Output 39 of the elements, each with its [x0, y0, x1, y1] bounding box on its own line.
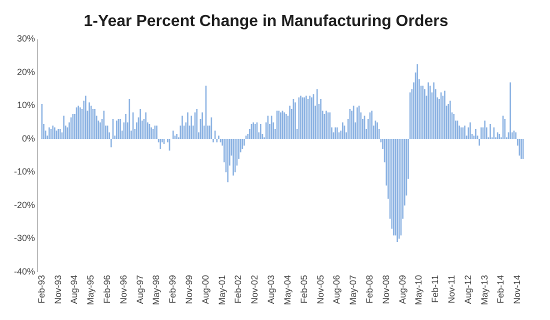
- x-tick-label: Nov-02: [250, 274, 260, 304]
- x-tick-label: Feb-96: [102, 274, 112, 304]
- y-tick-label: -20%: [14, 200, 36, 210]
- x-tick-label: May-04: [282, 274, 292, 306]
- x-tick-label: Aug-97: [134, 274, 145, 304]
- x-tick-label: Feb-11: [430, 274, 440, 303]
- y-tick-label: -40%: [14, 266, 36, 276]
- y-tick-label: 20%: [16, 66, 36, 77]
- x-tick-label: Nov-05: [315, 274, 326, 304]
- x-tick-label: Feb-99: [168, 274, 178, 304]
- y-tick-label: 10%: [16, 100, 36, 110]
- x-tick-label: Nov-96: [118, 274, 128, 304]
- x-tick-label: Feb-05: [298, 274, 309, 304]
- x-tick-label: Feb-14: [496, 274, 506, 304]
- x-tick-label: Nov-14: [512, 274, 522, 304]
- x-tick-label: Aug-94: [69, 274, 80, 304]
- y-tick-label: -30%: [14, 233, 36, 244]
- x-tick-label: Aug-00: [200, 274, 210, 304]
- y-tick-label: 0%: [22, 133, 36, 144]
- x-tick-label: May-01: [216, 274, 227, 306]
- x-tick-label: Aug-12: [462, 274, 473, 304]
- x-tick-label: Aug-09: [397, 274, 408, 304]
- y-tick-label: -10%: [14, 166, 36, 177]
- x-tick-label: May-10: [414, 274, 424, 306]
- x-tick-label: Nov-99: [184, 274, 194, 304]
- x-tick-label: May-13: [479, 274, 490, 306]
- x-tick-label: May-95: [86, 274, 96, 306]
- x-tick-label: Aug-06: [332, 274, 342, 304]
- x-tick-label: May-98: [151, 274, 162, 306]
- x-tick-label: May-07: [348, 274, 358, 306]
- chart-title: 1-Year Percent Change in Manufacturing Orders: [84, 13, 448, 30]
- x-tick-label: Feb-02: [233, 274, 244, 304]
- x-tick-label: Nov-11: [446, 274, 456, 304]
- y-tick-label: 30%: [16, 34, 36, 44]
- x-tick-label: Aug-03: [266, 274, 276, 304]
- x-tick-label: Feb-93: [36, 274, 46, 304]
- x-tick-label: Nov-93: [52, 274, 63, 304]
- x-tick-label: Feb-08: [364, 274, 374, 304]
- x-tick-label: Nov-08: [380, 274, 391, 304]
